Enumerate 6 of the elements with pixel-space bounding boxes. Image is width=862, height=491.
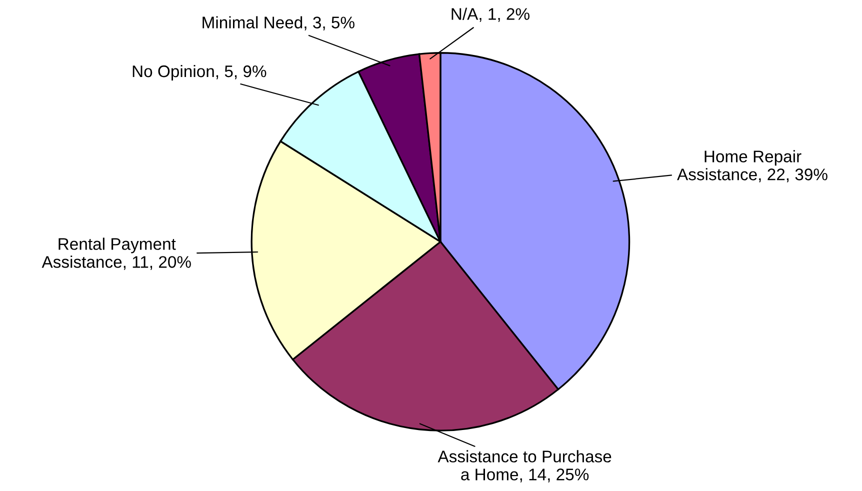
slice-label: No Opinion, 5, 9%	[132, 64, 266, 81]
slice-label: Assistance to Purchase a Home, 14, 25%	[438, 450, 612, 482]
slice-label: Home Repair Assistance, 22, 39%	[677, 150, 828, 182]
slice-label: Rental Payment Assistance, 11, 20%	[42, 238, 191, 270]
slice-label: N/A, 1, 2%	[452, 8, 530, 22]
slice-label: Minimal Need, 3, 5%	[202, 16, 354, 30]
